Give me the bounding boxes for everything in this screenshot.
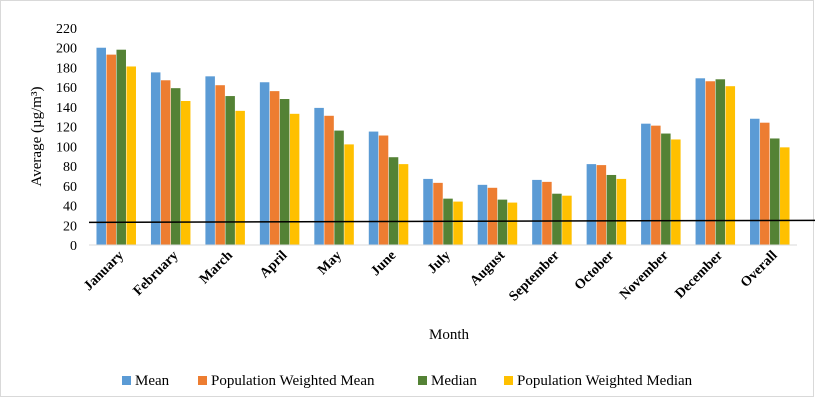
- x-tick-label: November: [617, 248, 672, 303]
- bar: [96, 47, 106, 246]
- bar: [368, 131, 379, 245]
- bar: [760, 122, 770, 245]
- x-axis-title: Month: [429, 327, 470, 343]
- y-tick-label: 20: [63, 219, 77, 234]
- y-tick-label: 80: [63, 160, 77, 175]
- x-tick-label: March: [197, 248, 236, 287]
- bar: [170, 88, 181, 245]
- bar: [770, 138, 780, 245]
- bar: [150, 72, 161, 246]
- bar: [542, 181, 552, 245]
- x-tick-label: May: [315, 248, 345, 278]
- bar: [532, 179, 542, 245]
- bar: [388, 157, 399, 245]
- bar: [225, 96, 235, 246]
- bar: [651, 125, 661, 245]
- bar: [695, 78, 706, 246]
- y-tick-label: 180: [56, 61, 77, 76]
- bar: [715, 79, 726, 245]
- x-tick-label: September: [507, 248, 563, 304]
- bar: [487, 187, 498, 245]
- bar: [106, 54, 116, 245]
- legend-swatch: [504, 376, 513, 385]
- bar: [497, 199, 508, 245]
- bar: [259, 82, 270, 245]
- x-tick-label: August: [467, 248, 508, 289]
- y-tick-label: 160: [56, 81, 77, 96]
- x-tick-label: October: [572, 248, 617, 293]
- bar: [398, 164, 409, 245]
- y-tick-label: 0: [70, 239, 77, 254]
- bar: [269, 91, 280, 245]
- bar: [279, 99, 290, 245]
- bar: [433, 182, 443, 245]
- legend-swatch: [122, 376, 131, 385]
- bar: [477, 184, 488, 245]
- bar: [378, 135, 389, 245]
- legend-label: Population Weighted Median: [517, 373, 693, 389]
- bar: [126, 66, 136, 245]
- y-axis-ticks: 0 20 40 60 80 100 120 140 160 180 200 220: [56, 22, 77, 254]
- bar: [324, 115, 334, 245]
- bar: [596, 165, 607, 245]
- y-tick-label: 120: [56, 121, 77, 136]
- y-tick-label: 100: [56, 140, 77, 155]
- y-tick-label: 220: [56, 22, 77, 37]
- y-tick-label: 40: [63, 200, 77, 215]
- bar: [235, 110, 245, 245]
- bar: [586, 164, 597, 245]
- reference-line: [88, 219, 815, 224]
- bar: [725, 86, 736, 245]
- bar: [116, 49, 126, 246]
- x-tick-label: December: [673, 248, 726, 301]
- x-tick-label: April: [257, 248, 290, 281]
- bar: [606, 174, 617, 245]
- legend-swatch: [418, 376, 427, 385]
- y-tick-label: 60: [63, 180, 77, 195]
- bar: [671, 139, 681, 245]
- bar: [314, 107, 324, 246]
- legend-label: Population Weighted Mean: [211, 373, 375, 389]
- legend-swatch: [198, 376, 207, 385]
- bar: [215, 85, 225, 245]
- bar: [453, 201, 463, 245]
- bar: [616, 178, 627, 245]
- bar: [180, 100, 191, 245]
- bar: [160, 80, 171, 245]
- bar: [344, 144, 354, 245]
- bar: [205, 76, 215, 245]
- y-tick-label: 200: [56, 42, 77, 57]
- bar: [552, 193, 562, 245]
- x-tick-label: Overall: [738, 248, 781, 291]
- x-tick-label: July: [425, 248, 454, 277]
- x-tick-label: February: [131, 248, 182, 299]
- bar: [641, 123, 651, 245]
- x-tick-label: June: [368, 248, 399, 279]
- bar: [661, 133, 671, 245]
- bar: [705, 81, 716, 245]
- bar: [334, 130, 344, 245]
- legend: Mean Population Weighted Mean Median Popula…: [122, 373, 693, 389]
- x-axis-categories: January February March April May June July Augu…: [81, 248, 780, 304]
- legend-label: Median: [431, 373, 477, 389]
- y-axis-title: Average (µg/m³): [29, 87, 45, 187]
- bars: [96, 47, 790, 246]
- bar: [423, 178, 433, 245]
- legend-label: Mean: [135, 373, 170, 389]
- reference-line-stroke: [88, 219, 815, 224]
- y-tick-label: 140: [56, 101, 77, 116]
- x-tick-label: January: [81, 248, 127, 294]
- bar: [507, 202, 518, 245]
- bar: [750, 118, 760, 245]
- bar: [289, 113, 300, 246]
- bar: [780, 147, 790, 245]
